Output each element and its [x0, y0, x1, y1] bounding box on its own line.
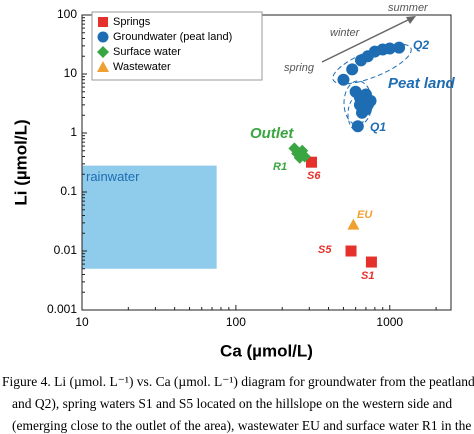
- caption-line: Figure 4. Li (µmol. L⁻¹) vs. Ca (µmol. L…: [2, 374, 474, 389]
- y-axis-label: Li (µmol/L): [11, 119, 30, 205]
- surface-water-point: [296, 144, 309, 157]
- y-tick-label: 10: [64, 66, 78, 80]
- groundwater-point: [355, 106, 368, 119]
- annotation: Peat land: [388, 75, 456, 92]
- wastewater-point: [347, 218, 360, 230]
- groundwater-point: [393, 41, 406, 54]
- annotation: Q2: [413, 38, 429, 52]
- legend-marker: [97, 31, 109, 43]
- y-tick-label: 100: [57, 7, 77, 21]
- annotation: summer: [388, 2, 429, 14]
- annotation: S5: [318, 244, 332, 256]
- legend-label: Surface water: [113, 46, 181, 58]
- y-tick-label: 0.01: [54, 243, 78, 257]
- legend-box: [91, 11, 263, 81]
- rainwater-box: [82, 165, 217, 269]
- legend-label: Wastewater: [113, 61, 171, 73]
- y-tick-label: 0.1: [60, 184, 77, 198]
- groundwater-point: [364, 94, 377, 107]
- x-tick-label: 1000: [376, 315, 403, 329]
- groundwater-point: [351, 120, 364, 133]
- groundwater-point: [383, 42, 396, 55]
- y-tick-label: 0.001: [47, 302, 77, 316]
- annotation: R1: [273, 161, 287, 173]
- annotation: S6: [307, 170, 321, 182]
- annotation: spring: [284, 62, 315, 74]
- legend-label: Groundwater (peat land): [113, 31, 232, 43]
- rainwater-label: rainwater: [86, 169, 140, 184]
- season-arrowhead: [406, 16, 416, 24]
- annotation: Q1: [370, 120, 386, 134]
- spring-point: [365, 256, 377, 268]
- groundwater-point: [346, 63, 359, 76]
- x-tick-label: 10: [75, 315, 89, 329]
- y-tick-label: 1: [70, 125, 77, 139]
- legend-marker: [98, 17, 108, 27]
- legend-marker: [97, 46, 109, 58]
- legend-label: Springs: [113, 16, 151, 28]
- chart: rainwater 10 100 1000 0.001 0.01 0.1 1 10 100 Ca (…: [11, 2, 456, 361]
- plot-frame: [81, 14, 452, 311]
- groundwater-point: [337, 73, 350, 86]
- annotation: S1: [361, 270, 374, 282]
- annotation: winter: [330, 27, 361, 39]
- annotation: Outlet: [250, 125, 294, 142]
- legend-marker: [97, 61, 109, 72]
- caption-line: and Q2), spring waters S1 and S5 located…: [12, 396, 453, 411]
- x-axis-label: Ca (µmol/L): [220, 341, 313, 360]
- spring-point: [345, 245, 357, 257]
- season-arrow: [321, 17, 413, 63]
- annotation: EU: [357, 209, 373, 221]
- caption-line: (emerging close to the outlet of the are…: [12, 418, 472, 433]
- x-tick-label: 100: [226, 315, 246, 329]
- spring-point: [305, 156, 317, 168]
